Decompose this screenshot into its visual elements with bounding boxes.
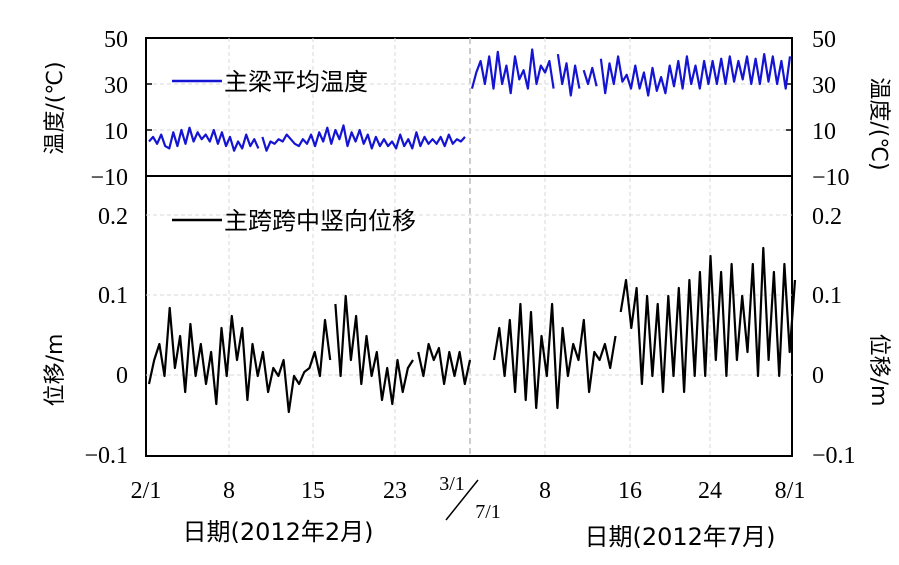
top-ytick-left: 30 <box>104 73 128 99</box>
top-ytick-right: −10 <box>812 165 850 191</box>
legend-label-temperature: 主梁平均温度 <box>224 68 368 96</box>
bottom-ytick-left: 0.2 <box>98 204 128 230</box>
bottom-ytick-left: 0.1 <box>98 283 128 309</box>
grid-lines <box>146 37 792 456</box>
xtick-feb: 2/1 <box>131 478 162 504</box>
displacement-series-feb <box>147 294 472 414</box>
top-ytick-left: 50 <box>104 27 128 53</box>
bottom-ytick-right: −0.1 <box>812 443 856 469</box>
bottom-ylabel-right: 位移/m <box>866 334 891 407</box>
legend-label-displacement: 主跨跨中竖向位移 <box>224 207 416 235</box>
bottom-ytick-left: 0 <box>116 363 128 389</box>
top-ytick-right: 30 <box>812 73 836 99</box>
bottom-ytick-right: 0 <box>812 363 824 389</box>
bottom-ytick-right: 0.1 <box>812 283 842 309</box>
xtick-feb: 23 <box>383 478 407 504</box>
top-ytick-left: 10 <box>104 119 128 145</box>
xtick-feb: 8 <box>223 478 235 504</box>
top-ytick-right: 10 <box>812 119 836 145</box>
series-layer <box>147 48 797 414</box>
top-ylabel-right: 温度/(℃) <box>866 77 891 170</box>
xtick-jul: 8 <box>539 478 551 504</box>
xtick-jul-start: 7/1 <box>475 501 501 523</box>
displacement-series-jul <box>492 246 797 410</box>
temperature-series-feb <box>148 124 466 152</box>
xtick-feb-end: 3/1 <box>439 473 465 495</box>
bottom-ytick-right: 0.2 <box>812 204 842 230</box>
date-break-slash <box>445 479 479 521</box>
xtick-jul: 24 <box>698 478 722 504</box>
xlabel-feb: 日期(2012年2月) <box>182 518 373 546</box>
bottom-ylabel-left: 位移/m <box>43 334 68 407</box>
top-ylabel-left: 温度/(℃) <box>43 61 68 154</box>
xtick-jul: 8/1 <box>775 478 806 504</box>
top-plot-frame <box>145 37 793 177</box>
bottom-ytick-left: −0.1 <box>84 443 128 469</box>
top-ytick-left: −10 <box>90 165 128 191</box>
xtick-feb: 15 <box>301 478 325 504</box>
temperature-series-jul <box>470 48 792 97</box>
xtick-jul: 16 <box>618 478 642 504</box>
xlabel-jul: 日期(2012年7月) <box>584 523 775 551</box>
top-ytick-right: 50 <box>812 27 836 53</box>
